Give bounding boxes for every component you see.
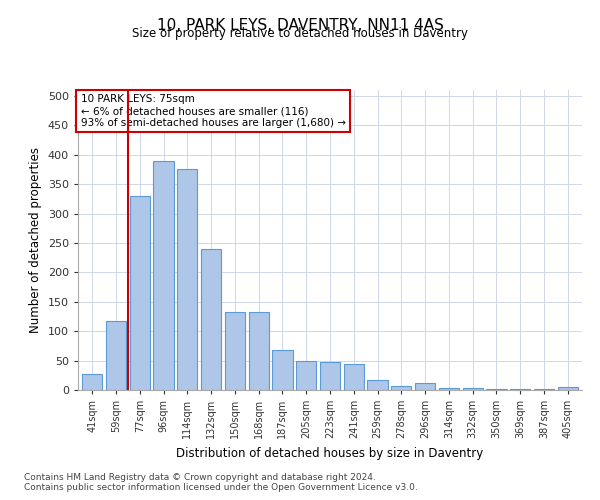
Bar [296,360,316,390]
X-axis label: Distribution of detached houses by size in Daventry: Distribution of detached houses by size … [176,446,484,460]
Bar [82,374,103,390]
Bar [439,388,459,390]
Bar [344,364,364,390]
Bar [106,320,126,390]
Bar [225,312,245,390]
Text: 10 PARK LEYS: 75sqm
← 6% of detached houses are smaller (116)
93% of semi-detach: 10 PARK LEYS: 75sqm ← 6% of detached hou… [80,94,346,128]
Bar [557,387,578,390]
Bar [391,386,412,390]
Bar [367,380,388,390]
Text: Size of property relative to detached houses in Daventry: Size of property relative to detached ho… [132,28,468,40]
Bar [154,160,173,390]
Bar [320,362,340,390]
Bar [463,388,483,390]
Bar [487,389,506,390]
Bar [248,312,269,390]
Bar [130,196,150,390]
Text: Contains public sector information licensed under the Open Government Licence v3: Contains public sector information licen… [24,484,418,492]
Bar [177,170,197,390]
Bar [201,249,221,390]
Text: Contains HM Land Registry data © Crown copyright and database right 2024.: Contains HM Land Registry data © Crown c… [24,474,376,482]
Bar [272,350,293,390]
Y-axis label: Number of detached properties: Number of detached properties [29,147,42,333]
Bar [415,383,435,390]
Text: 10, PARK LEYS, DAVENTRY, NN11 4AS: 10, PARK LEYS, DAVENTRY, NN11 4AS [157,18,443,32]
